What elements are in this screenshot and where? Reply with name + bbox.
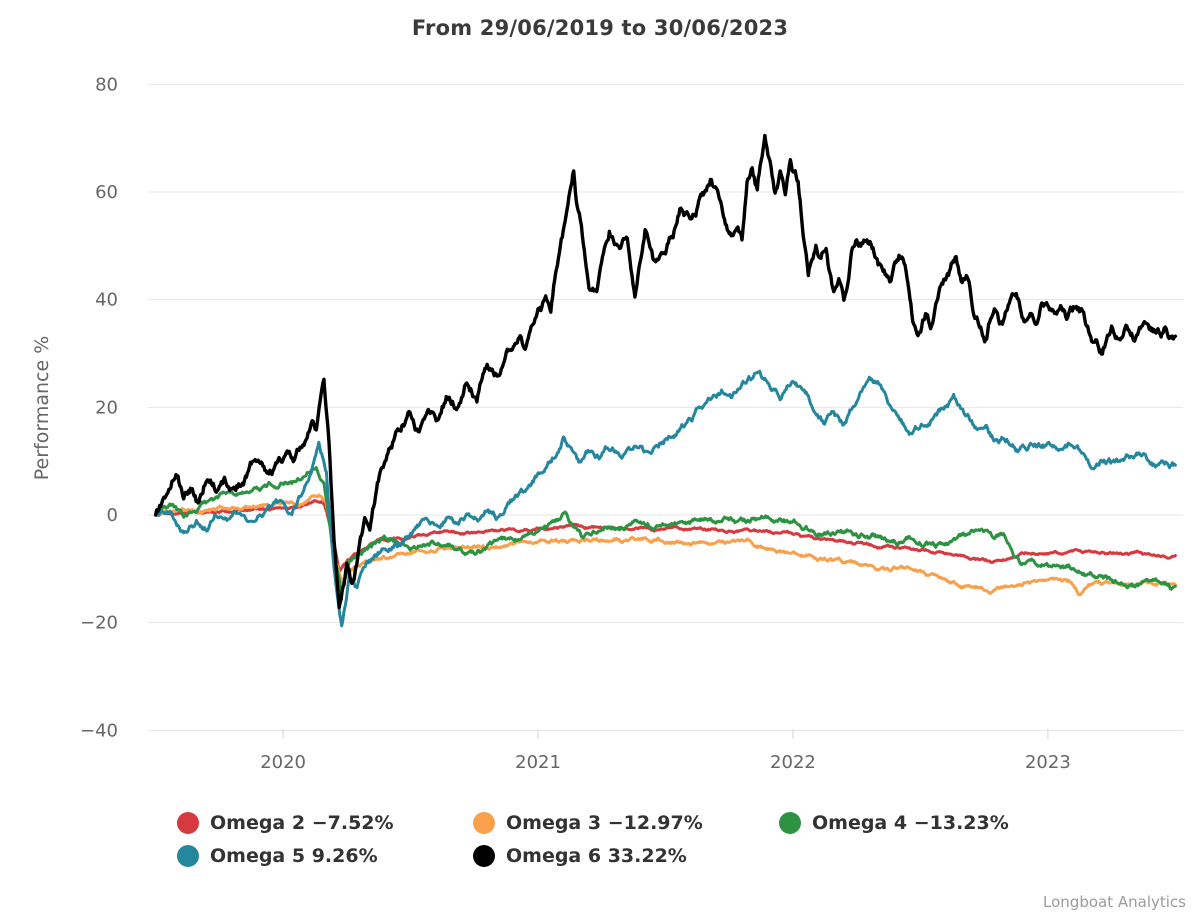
legend-marker-omega-4 — [779, 812, 801, 834]
legend-item-omega-2[interactable]: Omega 2 −7.52% — [177, 812, 394, 834]
legend-label-omega-4: Omega 4 −13.23% — [812, 812, 1009, 834]
y-axis-tick-labels: −40 −20 0 20 40 60 80 — [80, 74, 118, 741]
y-tick-label-60: 60 — [95, 182, 118, 203]
legend-item-omega-6[interactable]: Omega 6 33.22% — [473, 845, 687, 867]
y-tick-label-0: 0 — [107, 505, 118, 526]
legend-item-omega-3[interactable]: Omega 3 −12.97% — [473, 812, 703, 834]
legend-label-omega-3: Omega 3 −12.97% — [506, 812, 703, 834]
y-axis-title: Performance % — [31, 336, 53, 481]
legend-marker-omega-5 — [177, 845, 199, 867]
legend-marker-omega-3 — [473, 812, 495, 834]
legend-label-omega-5: Omega 5 9.26% — [210, 845, 378, 867]
series-line-omega-2[interactable] — [154, 499, 1177, 573]
gridlines — [148, 83, 1183, 731]
series-line-omega-4[interactable] — [154, 466, 1177, 596]
legend-label-omega-6: Omega 6 33.22% — [506, 845, 687, 867]
x-tick-label-2021: 2021 — [515, 752, 561, 773]
y-tick-label--40: −40 — [80, 720, 118, 741]
credits-label: Longboat Analytics — [1043, 893, 1186, 911]
x-tick-label-2023: 2023 — [1025, 752, 1071, 773]
legend-marker-omega-2 — [177, 812, 199, 834]
legend-label-omega-2: Omega 2 −7.52% — [210, 812, 394, 834]
legend-marker-omega-6 — [473, 845, 495, 867]
y-tick-label-20: 20 — [95, 397, 118, 418]
series-line-omega-5[interactable] — [154, 369, 1177, 628]
series-line-omega-3[interactable] — [154, 493, 1177, 597]
chart-title: From 29/06/2019 to 30/06/2023 — [411, 16, 789, 40]
y-tick-label-80: 80 — [95, 74, 118, 95]
legend-item-omega-4[interactable]: Omega 4 −13.23% — [779, 812, 1009, 834]
y-tick-label--20: −20 — [80, 613, 118, 634]
x-axis-tick-marks — [282, 729, 1049, 739]
x-axis-tick-labels: 2020 2021 2022 2023 — [260, 752, 1071, 773]
legend-item-omega-5[interactable]: Omega 5 9.26% — [177, 845, 378, 867]
series-line-omega-6[interactable] — [153, 133, 1178, 610]
x-tick-label-2020: 2020 — [260, 752, 306, 773]
series-lines — [153, 133, 1178, 628]
y-tick-label-40: 40 — [95, 290, 118, 311]
x-tick-label-2022: 2022 — [770, 752, 816, 773]
